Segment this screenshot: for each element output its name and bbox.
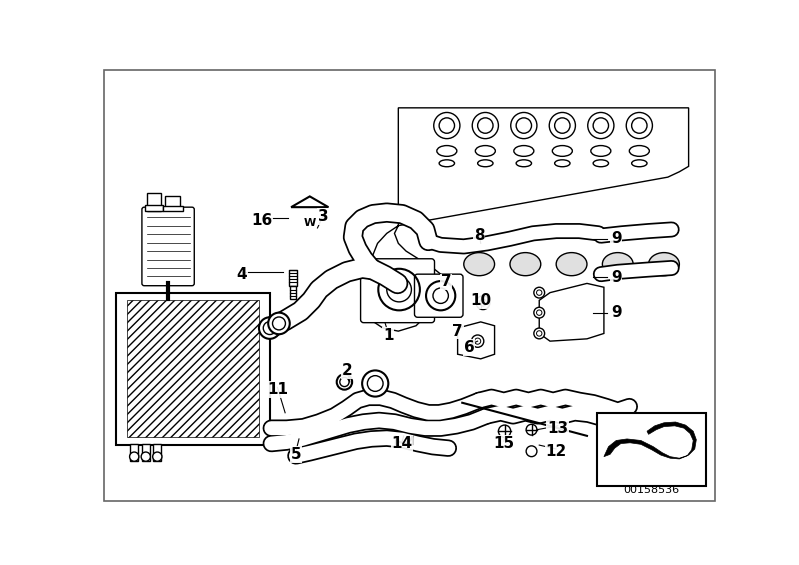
Circle shape <box>259 318 280 339</box>
Text: 9: 9 <box>611 305 622 320</box>
Circle shape <box>362 371 388 397</box>
Circle shape <box>499 425 511 437</box>
Text: 11: 11 <box>267 382 288 397</box>
Text: 2: 2 <box>341 363 352 378</box>
Circle shape <box>153 452 162 461</box>
Text: 9: 9 <box>611 270 622 285</box>
Ellipse shape <box>510 253 541 276</box>
Text: 13: 13 <box>547 421 568 436</box>
Text: 9: 9 <box>611 231 622 246</box>
Polygon shape <box>604 422 696 459</box>
Text: 6: 6 <box>463 340 475 355</box>
Bar <box>597 413 706 486</box>
Text: 3: 3 <box>317 209 328 224</box>
Circle shape <box>336 374 352 390</box>
Ellipse shape <box>556 253 587 276</box>
Circle shape <box>141 452 150 461</box>
Text: 8: 8 <box>474 228 484 243</box>
Bar <box>142 444 149 460</box>
FancyBboxPatch shape <box>360 259 435 323</box>
Bar <box>163 206 183 211</box>
Bar <box>130 444 138 460</box>
Bar <box>116 293 270 445</box>
Text: 12: 12 <box>546 444 566 459</box>
Bar <box>126 301 259 437</box>
Text: W: W <box>304 218 316 228</box>
Circle shape <box>534 328 545 339</box>
Bar <box>147 193 161 211</box>
Circle shape <box>527 446 537 457</box>
Circle shape <box>471 335 483 347</box>
Circle shape <box>476 295 490 310</box>
Bar <box>153 444 161 460</box>
FancyBboxPatch shape <box>142 207 194 286</box>
Bar <box>290 286 296 299</box>
Bar <box>145 205 164 211</box>
Ellipse shape <box>463 253 495 276</box>
Text: 15: 15 <box>493 436 515 451</box>
Circle shape <box>268 312 290 334</box>
Text: 14: 14 <box>392 436 413 451</box>
Circle shape <box>129 452 139 461</box>
Text: 7: 7 <box>441 275 451 289</box>
Text: 00158536: 00158536 <box>623 485 680 495</box>
Text: 4: 4 <box>237 267 248 282</box>
Circle shape <box>534 287 545 298</box>
Text: 16: 16 <box>252 213 272 228</box>
Circle shape <box>534 307 545 318</box>
Text: 1: 1 <box>383 328 394 344</box>
Ellipse shape <box>649 253 679 276</box>
FancyBboxPatch shape <box>415 274 463 318</box>
Bar <box>289 270 296 286</box>
Text: 7: 7 <box>452 324 463 338</box>
Ellipse shape <box>602 253 633 276</box>
Bar <box>165 195 181 210</box>
Bar <box>372 176 691 326</box>
Text: 10: 10 <box>470 293 491 308</box>
Text: 5: 5 <box>291 447 301 462</box>
Circle shape <box>527 424 537 435</box>
